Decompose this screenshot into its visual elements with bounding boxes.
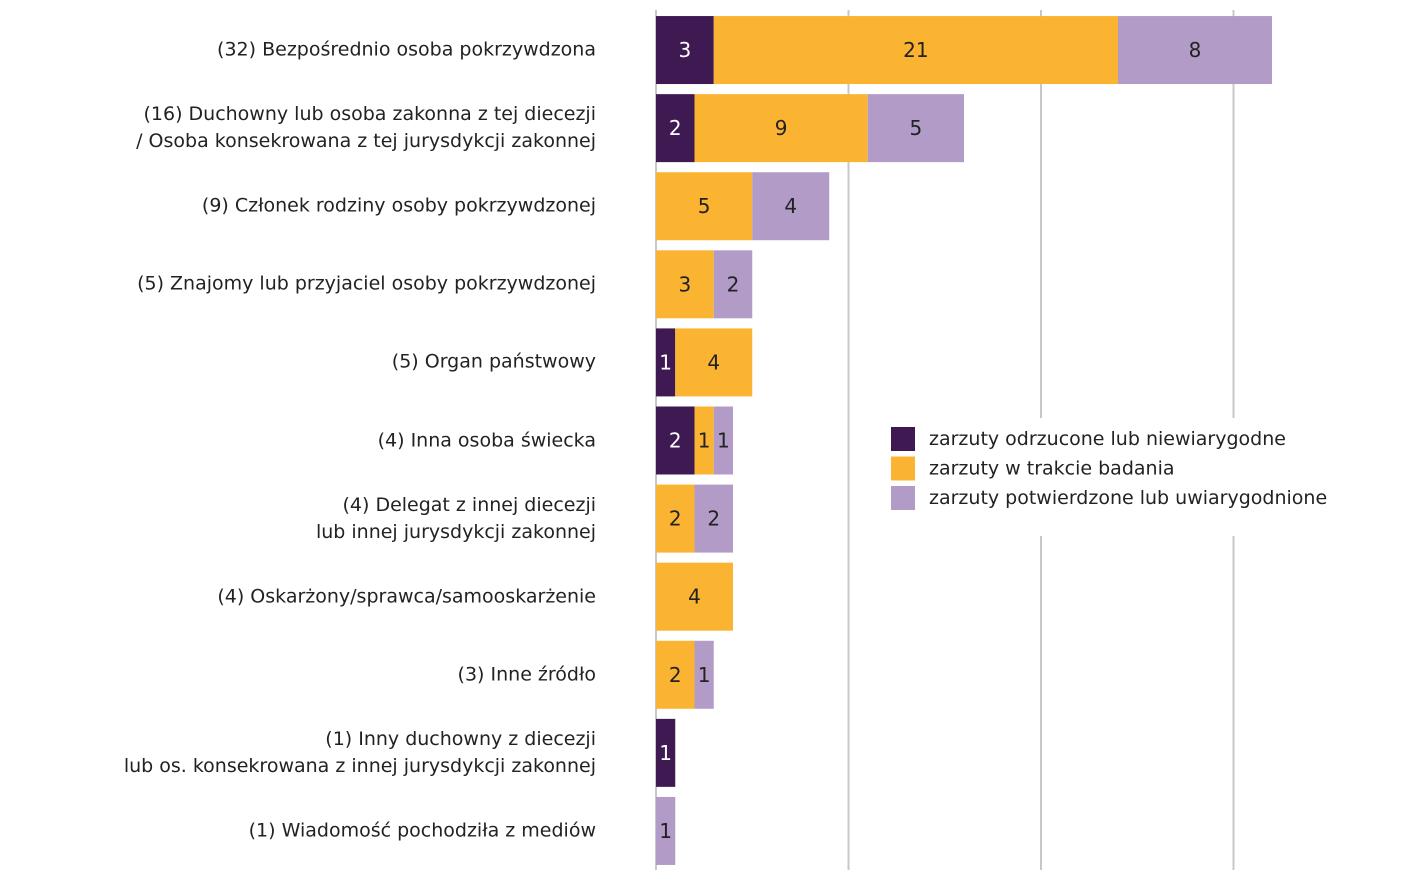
- bar-segment: [656, 718, 676, 787]
- category-label: (32) Bezpośrednio osoba pokrzywdzona: [217, 38, 596, 61]
- value-label: 2: [669, 507, 682, 531]
- category-label: (1) Wiadomość pochodziła z mediów: [248, 819, 596, 842]
- bar-segment: [713, 16, 1118, 85]
- value-label: 2: [707, 507, 720, 531]
- bar-segment: [656, 172, 753, 241]
- bar-segment: [656, 94, 695, 163]
- legend-swatch: [891, 486, 915, 510]
- bar-segment: [656, 796, 676, 865]
- value-label: 9: [775, 116, 788, 140]
- value-label: 1: [659, 350, 672, 374]
- value-label: 3: [679, 272, 692, 296]
- bar-segment: [694, 640, 714, 709]
- bar-segment: [675, 328, 753, 397]
- value-label: 2: [669, 663, 682, 687]
- value-label: 5: [910, 116, 923, 140]
- bar-segment: [656, 250, 714, 319]
- value-label: 1: [717, 429, 730, 453]
- bar-segment: [867, 94, 964, 163]
- category-label: (1) Inny duchowny z diecezji lub os. kon…: [123, 727, 596, 777]
- bar-segment: [656, 640, 695, 709]
- category-label: (4) Inna osoba świecka: [377, 429, 596, 451]
- bar-segment: [656, 484, 695, 553]
- value-label: 8: [1189, 38, 1202, 62]
- category-label: (4) Delegat z innej diecezji lub innej j…: [315, 493, 596, 543]
- bar-segment: [713, 406, 733, 475]
- legend-label: zarzuty w trakcie badania: [929, 458, 1175, 480]
- value-label: 1: [659, 741, 672, 765]
- category-label: (9) Członek rodziny osoby pokrzywdzonej: [201, 194, 596, 217]
- value-label: 2: [669, 116, 682, 140]
- bar-segment: [656, 562, 733, 631]
- value-label: 3: [679, 38, 692, 62]
- legend-label: zarzuty odrzucone lub niewiarygodne: [929, 428, 1286, 450]
- bar-segment: [656, 328, 676, 397]
- legend-label: zarzuty potwierdzone lub uwiarygodnione: [929, 487, 1327, 509]
- value-label: 4: [688, 585, 701, 609]
- bar-segment: [1118, 16, 1272, 85]
- value-label: 2: [727, 272, 740, 296]
- category-label: (4) Oskarżony/sprawca/samooskarżenie: [217, 585, 596, 608]
- bar-segment: [656, 406, 695, 475]
- category-label: (5) Znajomy lub przyjaciel osoby pokrzyw…: [137, 272, 596, 295]
- bar-segment: [694, 406, 714, 475]
- category-label: (5) Organ państwowy: [391, 350, 596, 373]
- value-label: 1: [659, 819, 672, 843]
- legend-swatch: [891, 456, 915, 481]
- bar-segment: [656, 16, 714, 85]
- value-label: 5: [698, 194, 711, 218]
- value-label: 2: [669, 429, 682, 453]
- value-label: 21: [903, 38, 928, 62]
- value-label: 4: [784, 194, 797, 218]
- value-label: 1: [698, 429, 711, 453]
- bar-segment: [694, 94, 868, 163]
- bar-segment: [752, 172, 830, 241]
- bar-segment: [713, 250, 753, 319]
- value-label: 1: [698, 663, 711, 687]
- value-label: 4: [707, 350, 720, 374]
- bar-segment: [694, 484, 733, 553]
- legend-swatch: [891, 427, 915, 451]
- legend-background: [872, 418, 1424, 536]
- category-label: (16) Duchowny lub osoba zakonna z tej di…: [136, 103, 596, 153]
- category-label: (3) Inne źródło: [457, 663, 596, 686]
